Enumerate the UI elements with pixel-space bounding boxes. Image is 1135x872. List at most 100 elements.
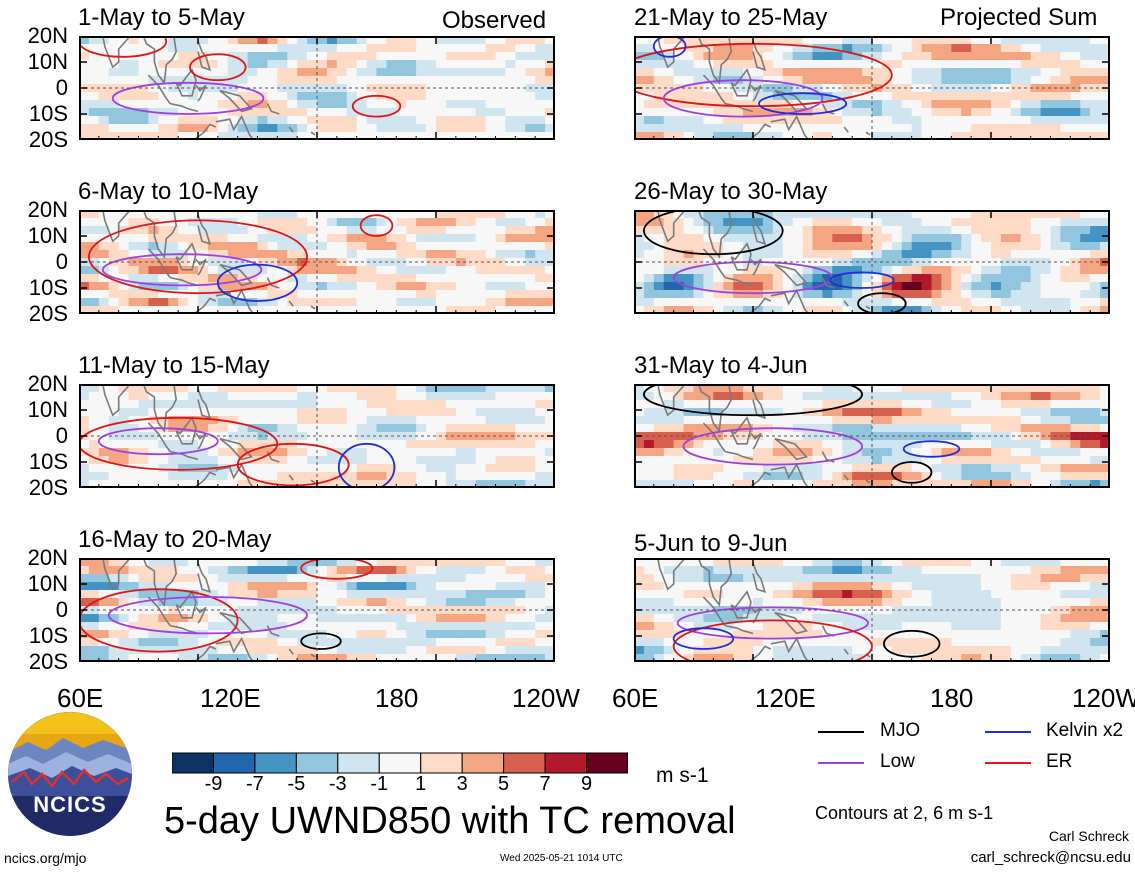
heatmap-cell: [237, 100, 249, 109]
heatmap-cell: [217, 574, 229, 583]
heatmap-cell: [951, 424, 962, 433]
heatmap-cell: [971, 108, 982, 117]
heatmap-cell: [1060, 234, 1071, 243]
heatmap-cell: [525, 36, 536, 45]
heatmap-cell: [485, 76, 497, 85]
heatmap-cell: [762, 306, 774, 314]
heatmap-cell: [1030, 480, 1042, 488]
heatmap-cell: [475, 116, 487, 125]
heatmap-cell: [475, 614, 487, 623]
heatmap-cell: [545, 132, 555, 140]
heatmap-cell: [1060, 76, 1071, 85]
heatmap-cell: [386, 250, 397, 259]
heatmap-cell: [634, 36, 645, 45]
heatmap-cell: [366, 266, 378, 275]
heatmap-cell: [138, 392, 150, 401]
heatmap-cell: [931, 116, 943, 125]
heatmap-cell: [495, 622, 507, 631]
heatmap-cell: [287, 242, 298, 251]
heatmap-cell: [207, 218, 219, 227]
heatmap-cell: [426, 258, 437, 267]
heatmap-cell: [445, 630, 457, 639]
heatmap-cell: [257, 258, 269, 267]
heatmap-cell: [663, 622, 675, 631]
heatmap-cell: [1050, 448, 1062, 457]
heatmap-cell: [317, 226, 328, 235]
heatmap-cell: [525, 242, 536, 251]
heatmap-cell: [465, 298, 477, 307]
heatmap-cell: [128, 424, 140, 433]
heatmap-cell: [495, 566, 507, 575]
heatmap-cell: [1050, 44, 1062, 53]
heatmap-cell: [842, 234, 853, 243]
heatmap-cell: [1100, 60, 1110, 69]
heatmap-cell: [822, 464, 833, 473]
panel-frame: [79, 210, 555, 314]
heatmap-cell: [1050, 290, 1062, 299]
heatmap-cell: [416, 68, 427, 77]
heatmap-cell: [217, 440, 229, 449]
heatmap-cell: [217, 400, 229, 409]
heatmap-cell: [257, 408, 269, 417]
heatmap-cell: [386, 646, 397, 655]
heatmap-cell: [168, 108, 179, 117]
heatmap-cell: [931, 226, 943, 235]
heatmap-cell: [247, 274, 259, 283]
heatmap-cell: [237, 574, 249, 583]
heatmap-cell: [178, 574, 189, 583]
heatmap-cell: [891, 258, 903, 267]
heatmap-cell: [1090, 210, 1101, 219]
heatmap-cell: [188, 234, 199, 243]
heatmap-cell: [545, 274, 555, 283]
heatmap-cell: [881, 456, 893, 465]
heatmap-cell: [198, 266, 209, 275]
heatmap-cell: [79, 440, 90, 449]
heatmap-cell: [416, 266, 427, 275]
heatmap-cell: [991, 306, 1002, 314]
contour-line: [643, 384, 863, 417]
heatmap-cell: [128, 250, 140, 259]
heatmap-cell: [118, 218, 130, 227]
heatmap-cell: [217, 582, 229, 591]
heatmap-cell: [545, 456, 555, 465]
heatmap-cell: [227, 274, 239, 283]
heatmap-cell: [951, 60, 962, 69]
heatmap-cell: [475, 424, 487, 433]
heatmap-cell: [812, 416, 824, 425]
heatmap-cell: [921, 44, 933, 53]
heatmap-cell: [98, 472, 110, 481]
heatmap-cell: [911, 218, 923, 227]
heatmap-cell: [901, 108, 913, 117]
heatmap-cell: [832, 440, 843, 449]
heatmap-cell: [881, 68, 893, 77]
heatmap-cell: [277, 124, 288, 133]
heatmap-cell: [1020, 108, 1032, 117]
heatmap-cell: [485, 68, 497, 77]
heatmap-cell: [475, 480, 487, 488]
heatmap-cell: [207, 44, 219, 53]
y-tick-label: 10N: [27, 49, 68, 74]
heatmap-cell: [981, 132, 992, 140]
heatmap-cell: [743, 210, 754, 219]
heatmap-cell: [941, 36, 952, 45]
heatmap-cell: [653, 282, 665, 291]
heatmap-cell: [237, 598, 249, 607]
heatmap-cell: [217, 306, 229, 314]
heatmap-cell: [941, 472, 952, 481]
heatmap-cell: [723, 44, 734, 53]
heatmap-cell: [753, 210, 764, 219]
heatmap-cell: [376, 464, 388, 473]
heatmap-cell: [1010, 416, 1022, 425]
heatmap-cell: [485, 242, 497, 251]
heatmap-cell: [416, 464, 427, 473]
heatmap-cell: [158, 290, 169, 299]
heatmap-cell: [376, 234, 388, 243]
heatmap-cell: [317, 456, 328, 465]
heatmap-cell: [287, 68, 298, 77]
heatmap-cell: [426, 76, 437, 85]
heatmap-cell: [485, 306, 497, 314]
heatmap-cell: [416, 234, 427, 243]
heatmap-cell: [782, 448, 794, 457]
heatmap-cell: [921, 306, 933, 314]
heatmap-cell: [842, 416, 853, 425]
